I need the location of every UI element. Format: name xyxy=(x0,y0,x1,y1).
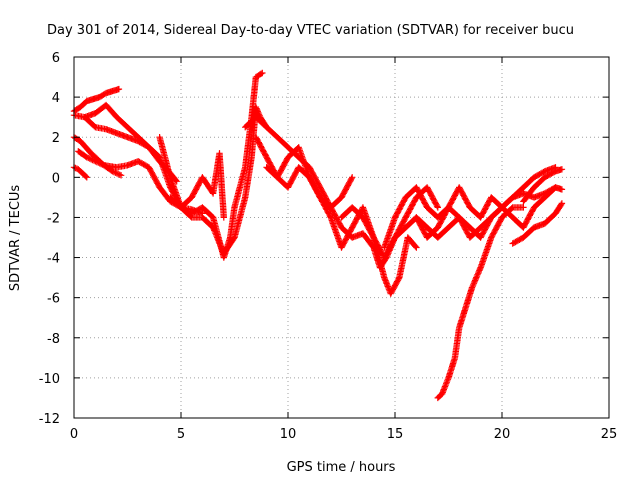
plot-border xyxy=(73,56,610,419)
y-tick-label: 2 xyxy=(52,131,60,146)
x-tick-label: 20 xyxy=(494,427,511,442)
data-markers xyxy=(520,166,566,205)
data-markers xyxy=(167,69,266,261)
axis-ticks: 0 5 10 15 20 25 -12 -10 -8 -6 -4 -2 0 2 4 6 xyxy=(39,51,618,442)
series-arc-8 xyxy=(156,134,227,221)
data-markers xyxy=(434,204,527,402)
chart-title: Day 301 of 2014, Sidereal Day-to-day VTE… xyxy=(47,23,574,38)
y-tick-label: 4 xyxy=(52,91,60,106)
series-arc-16 xyxy=(434,204,527,402)
x-tick-label: 0 xyxy=(70,427,78,442)
x-tick-label: 25 xyxy=(601,427,618,442)
y-tick-label: -6 xyxy=(47,292,60,307)
data-markers xyxy=(509,200,566,247)
y-tick-label: 0 xyxy=(52,171,60,186)
data-markers xyxy=(156,134,227,221)
y-tick-label: -4 xyxy=(47,252,60,267)
y-tick-label: -12 xyxy=(39,412,60,427)
series-arc-9 xyxy=(167,69,266,261)
y-tick-label: 6 xyxy=(52,51,60,66)
x-tick-label: 15 xyxy=(387,427,404,442)
x-tick-label: 10 xyxy=(280,427,297,442)
x-axis-label: GPS time / hours xyxy=(287,460,396,475)
y-tick-label: -10 xyxy=(39,372,60,387)
y-axis-label: SDTVAR / TECUs xyxy=(8,185,23,292)
data-markers xyxy=(338,204,506,261)
x-tick-label: 5 xyxy=(177,427,185,442)
data-series xyxy=(70,69,566,402)
series-arc-19 xyxy=(520,166,566,205)
series-arc-13 xyxy=(338,204,506,261)
series-arc-18 xyxy=(509,200,566,247)
data-markers xyxy=(75,148,125,179)
series-arc-5 xyxy=(75,148,125,179)
y-tick-label: -2 xyxy=(47,211,60,226)
y-tick-label: -8 xyxy=(47,332,60,347)
